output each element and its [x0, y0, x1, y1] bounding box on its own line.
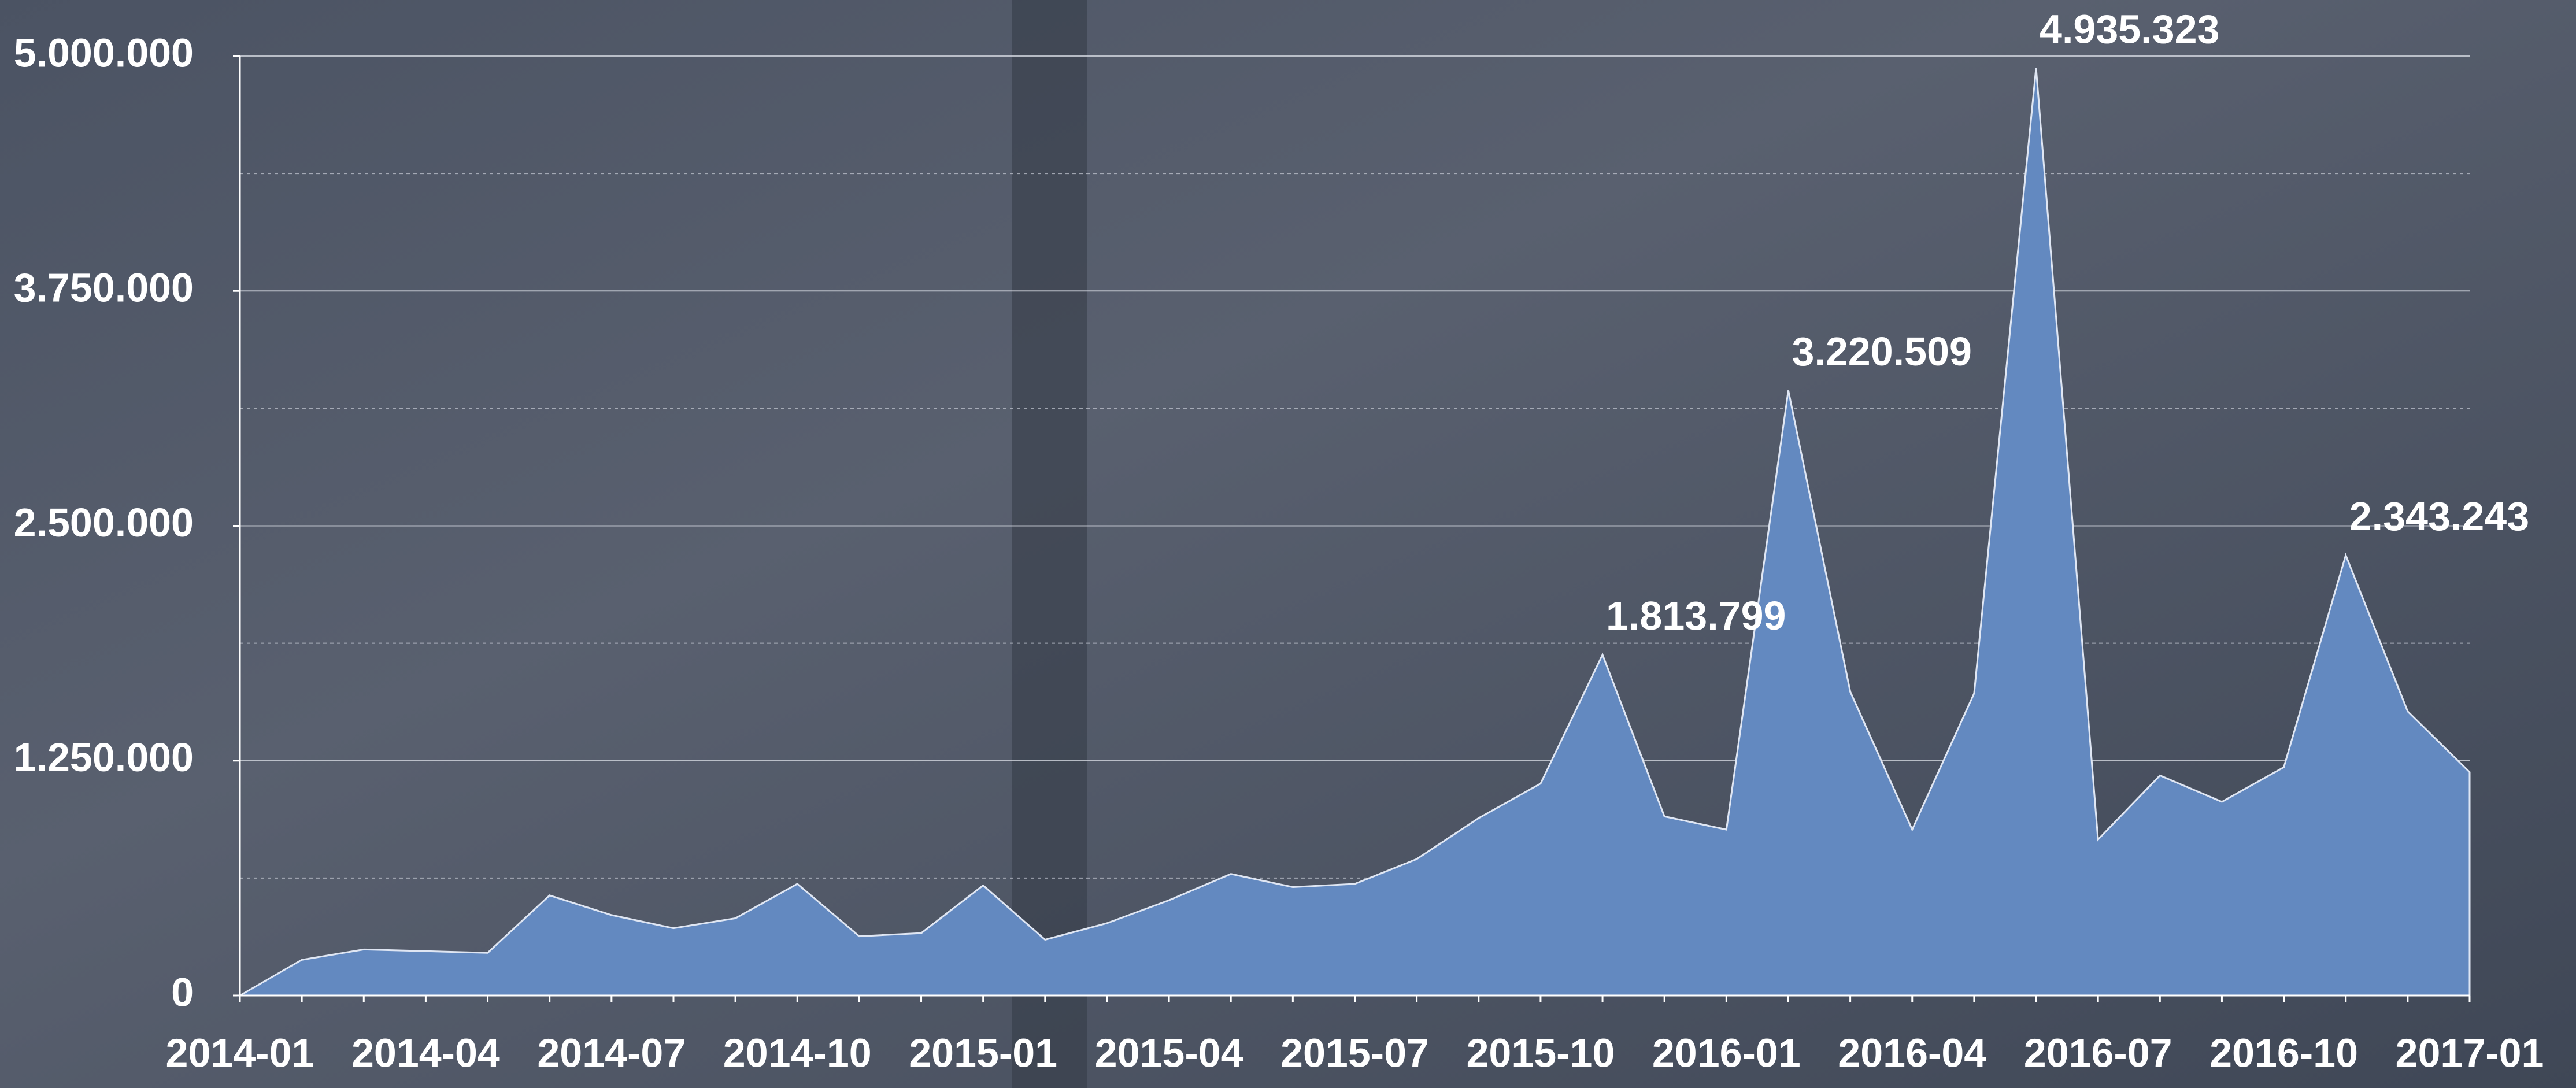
data-label: 1.813.799	[1606, 593, 1786, 638]
x-tick-label: 2014-07	[537, 1030, 686, 1075]
data-label: 4.935.323	[2040, 7, 2219, 52]
x-tick-label: 2016-10	[2209, 1030, 2358, 1075]
x-tick-label: 2014-01	[166, 1030, 314, 1075]
x-tick-label: 2015-01	[909, 1030, 1057, 1075]
data-label: 3.220.509	[1792, 329, 1971, 374]
x-tick-label: 2015-10	[1466, 1030, 1615, 1075]
x-tick-label: 2016-04	[1838, 1030, 1986, 1075]
data-label: 2.343.243	[2349, 494, 2529, 539]
area	[236, 68, 2471, 997]
x-tick-label: 2014-10	[723, 1030, 872, 1075]
x-tick-label: 2016-01	[1652, 1030, 1801, 1075]
background-pillar	[1012, 0, 1087, 1088]
x-tick-label: 2014-04	[351, 1030, 500, 1075]
y-tick-label: 5.000.000	[14, 30, 194, 75]
x-tick-label: 2017-01	[2396, 1030, 2544, 1075]
x-tick-label: 2015-04	[1095, 1030, 1243, 1075]
y-tick-label: 2.500.000	[14, 500, 194, 545]
x-tick-label: 2015-07	[1280, 1030, 1429, 1075]
y-tick-label: 3.750.000	[14, 265, 194, 310]
x-tick-label: 2016-07	[2024, 1030, 2172, 1075]
y-tick-label: 0	[171, 969, 194, 1015]
y-tick-label: 1.250.000	[14, 735, 194, 780]
